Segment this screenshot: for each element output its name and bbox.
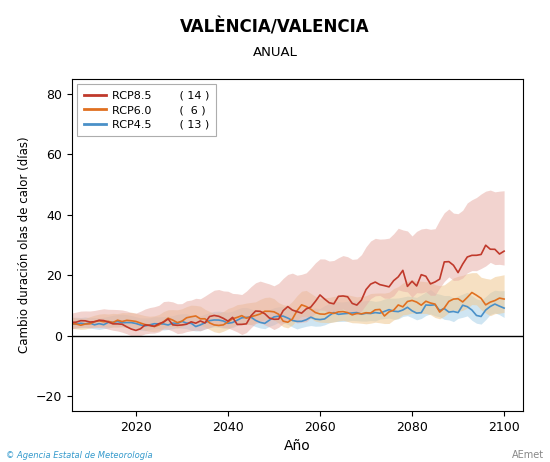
Text: AEmet: AEmet <box>513 450 544 460</box>
Text: ANUAL: ANUAL <box>252 46 298 59</box>
Legend: RCP8.5        ( 14 ), RCP6.0        (  6 ), RCP4.5        ( 13 ): RCP8.5 ( 14 ), RCP6.0 ( 6 ), RCP4.5 ( 13… <box>77 84 216 136</box>
Text: © Agencia Estatal de Meteorología: © Agencia Estatal de Meteorología <box>6 451 152 460</box>
X-axis label: Año: Año <box>284 439 310 454</box>
Y-axis label: Cambio duración olas de calor (días): Cambio duración olas de calor (días) <box>18 137 31 353</box>
Text: VALÈNCIA/VALENCIA: VALÈNCIA/VALENCIA <box>180 18 370 36</box>
